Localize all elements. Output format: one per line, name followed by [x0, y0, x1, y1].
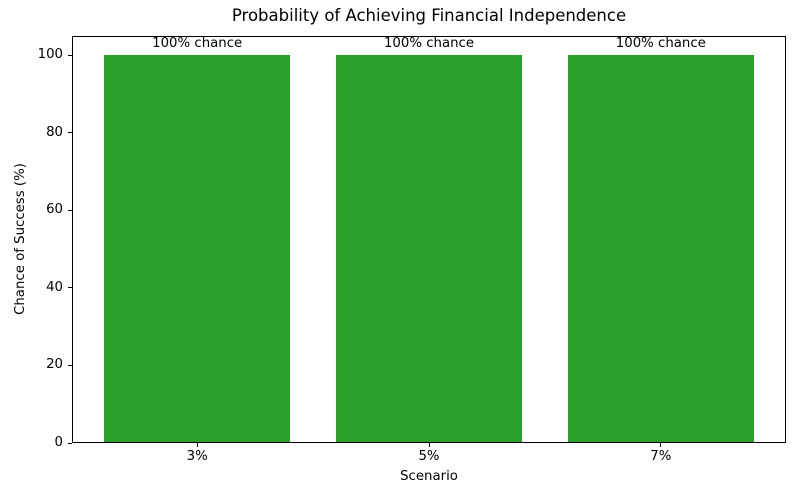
x-tick-label: 5%: [418, 449, 440, 464]
bar-value-label: 100% chance: [615, 36, 706, 52]
x-tick-label: 3%: [186, 449, 208, 464]
y-axis-label: Chance of Success (%): [13, 163, 28, 315]
y-tick-mark: [68, 442, 72, 444]
bar: [568, 55, 754, 443]
y-tick-label: 60: [46, 202, 63, 218]
y-tick-mark: [68, 132, 72, 134]
chart-title: Probability of Achieving Financial Indep…: [231, 6, 627, 25]
plot-area: [72, 36, 786, 443]
x-tick-mark: [428, 443, 430, 447]
bar-value-label: 100% chance: [383, 36, 475, 52]
y-tick-label: 80: [46, 124, 63, 140]
y-tick-label: 0: [54, 435, 63, 450]
bar: [104, 55, 290, 443]
y-tick-label: 20: [46, 357, 63, 373]
bar: [336, 55, 522, 443]
y-tick-mark: [68, 287, 72, 289]
y-tick-mark: [68, 364, 72, 366]
x-tick-mark: [660, 443, 662, 447]
x-tick-label: 7%: [650, 449, 672, 464]
y-tick-mark: [68, 209, 72, 211]
bar-value-label: 100% chance: [152, 36, 243, 52]
x-axis-label: Scenario: [400, 469, 458, 484]
x-tick-mark: [196, 443, 198, 447]
y-tick-label: 100: [37, 47, 63, 63]
y-tick-mark: [68, 54, 72, 56]
y-tick-label: 40: [46, 279, 63, 295]
